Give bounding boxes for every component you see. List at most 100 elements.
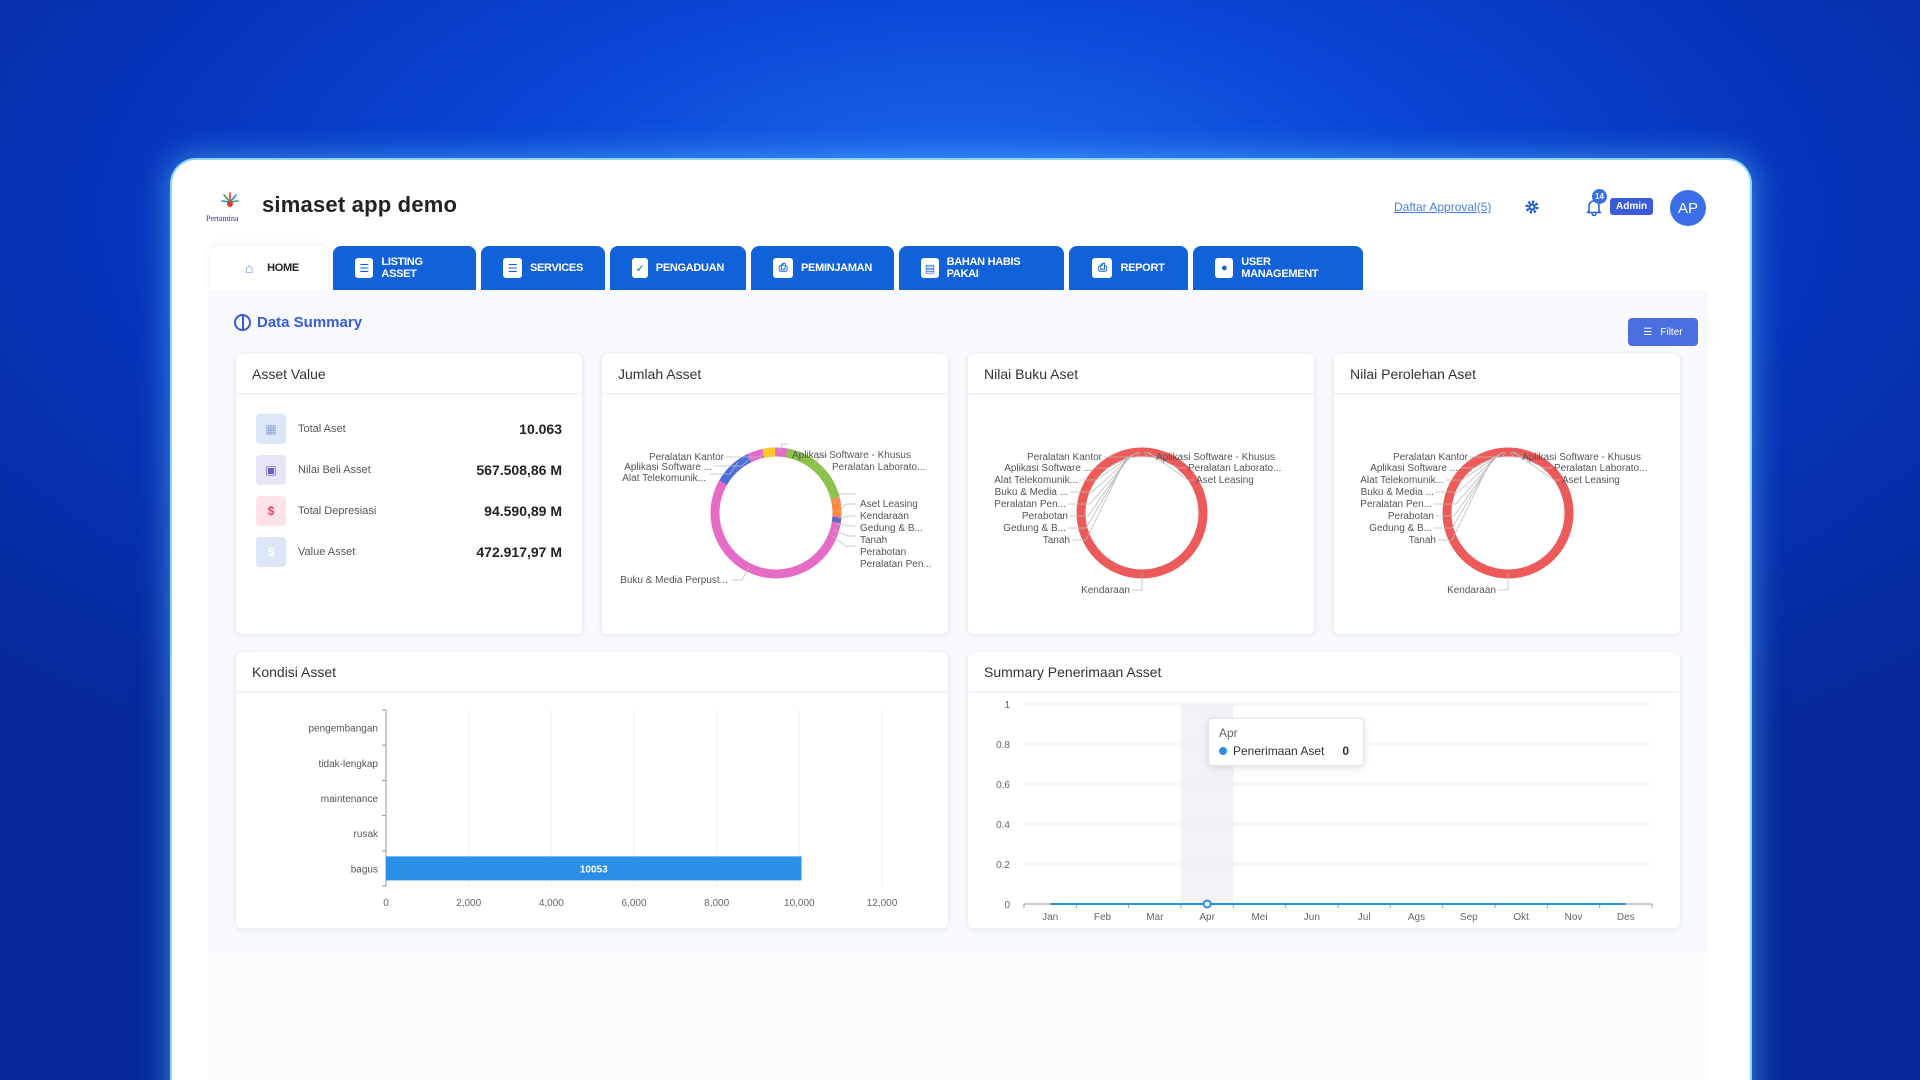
x-tick-label: Nov <box>1565 912 1583 923</box>
x-tick-label: 6,000 <box>621 898 646 909</box>
donut-label: Peralatan Laborato... <box>832 462 925 473</box>
donut-slice-leasing[interactable] <box>702 439 850 587</box>
filter-button[interactable]: ☰ Filter <box>1628 318 1698 346</box>
x-tick-label: Des <box>1617 912 1635 923</box>
boxes-icon: ▦ <box>256 414 286 444</box>
x-tick-label: 4,000 <box>539 898 564 909</box>
y-tick-label: 0 <box>1004 900 1010 911</box>
gear-icon <box>1525 200 1539 214</box>
donut-label: Gedung & B... <box>1369 523 1432 534</box>
user-avatar[interactable]: AP <box>1670 190 1706 226</box>
donut-slice-software-khusus[interactable] <box>705 442 846 583</box>
donut-label: Aplikasi Software - Khusus <box>1522 452 1641 463</box>
y-tick-label: maintenance <box>321 794 379 805</box>
tab-listing-asset[interactable]: ☰ LISTING ASSET <box>333 246 476 290</box>
donut-label: Alat Telekomunik... <box>994 475 1078 486</box>
donut-label: Aplikasi Software ... <box>1370 463 1458 474</box>
donut-label: Tanah <box>1043 535 1070 546</box>
x-tick-label: Jan <box>1042 912 1058 923</box>
donut-labels: Peralatan Kantor Aplikasi Software ... A… <box>620 450 932 586</box>
clipboard-icon: ✓ <box>632 258 648 278</box>
donut-label: Aplikasi Software ... <box>624 462 712 473</box>
tab-report[interactable]: ⎙ REPORT <box>1069 246 1188 290</box>
dollar-icon: $ <box>256 496 286 526</box>
dashboard-content: Data Summary ☰ Filter Asset Value ▦ Tota… <box>208 290 1708 950</box>
donut-label: Aplikasi Software - Khusus <box>1156 452 1275 463</box>
tab-bahan-habis-pakai[interactable]: ▤ BAHAN HABIS PAKAI <box>899 246 1064 290</box>
card-title: Jumlah Asset <box>602 354 948 394</box>
donut-label: Buku & Media ... <box>1361 487 1434 498</box>
donut-label: Aset Leasing <box>1562 475 1620 486</box>
nilai-perolehan-donut: Peralatan Kantor Aplikasi Software ... A… <box>1360 447 1647 596</box>
donut-label: Aset Leasing <box>1196 475 1254 486</box>
y-tick-label: bagus <box>351 864 378 875</box>
y-tick-label: pengembangan <box>308 724 378 735</box>
y-tick-label: 0.2 <box>996 860 1010 871</box>
card-title: Kondisi Asset <box>236 652 948 692</box>
donut-labels: Peralatan Kantor Aplikasi Software ... A… <box>994 452 1281 596</box>
tab-peminjaman[interactable]: ⎙ PEMINJAMAN <box>751 246 894 290</box>
kondisi-asset-card: Kondisi Asset 0 2,000 4,000 6,000 8,000 10,00… <box>236 652 948 928</box>
kondisi-bar-chart: 0 2,000 4,000 6,000 8,000 10,000 12,000 pengemb… <box>308 709 898 909</box>
donut-labels: Peralatan Kantor Aplikasi Software ... A… <box>1360 452 1647 596</box>
list-icon: ☰ <box>503 258 522 278</box>
y-tick-label: 0.8 <box>996 740 1010 751</box>
logo-sun-icon <box>221 192 239 207</box>
donut-label: Perabotan <box>1388 511 1434 522</box>
bar[interactable] <box>386 856 802 881</box>
donut-label: Peralatan Pen... <box>994 499 1066 510</box>
card-title: Summary Penerimaan Asset <box>968 652 1680 692</box>
tab-user-management[interactable]: ● USER MANAGEMENT <box>1193 246 1363 290</box>
donut-label: Peralatan Kantor <box>649 452 725 463</box>
dollar-icon: $ <box>256 537 286 567</box>
tab-services[interactable]: ☰ SERVICES <box>481 246 605 290</box>
donut-label: Gedung & B... <box>1003 523 1066 534</box>
donut-label: Kendaraan <box>1081 585 1130 596</box>
x-tick-label: Jul <box>1358 912 1371 923</box>
users-icon: ● <box>1215 258 1234 278</box>
app-window: Pertamina simaset app demo Daftar Approv… <box>172 160 1750 1080</box>
tab-home[interactable]: ⌂ HOME <box>210 246 328 290</box>
y-tick-label: 0.4 <box>996 820 1010 831</box>
asset-value-row: $ Value Asset 472.917,97 M <box>256 537 562 567</box>
card-title: Nilai Perolehan Aset <box>1334 354 1680 394</box>
money-icon: ▣ <box>256 455 286 485</box>
x-tick-label: Jun <box>1304 912 1320 923</box>
app-title: simaset app demo <box>262 192 458 217</box>
pertamina-logo: Pertamina <box>206 192 252 226</box>
y-tick-label: tidak-lengkap <box>319 759 379 770</box>
donut-label: Peralatan Kantor <box>1027 452 1103 463</box>
donut-label: Aset Leasing <box>860 499 918 510</box>
nilai-perolehan-card: Nilai Perolehan Aset <box>1334 354 1680 634</box>
donut-label: Peralatan Laborato... <box>1554 463 1647 474</box>
donut-label: Alat Telekomunik... <box>1360 475 1444 486</box>
list-icon: ☰ <box>355 258 374 278</box>
donut-label: Aplikasi Software - Khusus <box>792 450 911 461</box>
donut-label: Tanah <box>860 535 887 546</box>
printer-icon: ⎙ <box>773 258 794 278</box>
donut-label: Alat Telekomunik... <box>622 473 706 484</box>
x-tick-label: 2,000 <box>456 898 481 909</box>
donut-label: Perabotan <box>1022 511 1068 522</box>
lower-content <box>208 950 1708 1080</box>
tab-pengaduan[interactable]: ✓ PENGADUAN <box>610 246 746 290</box>
nilai-buku-card: Nilai Buku Aset <box>968 354 1314 634</box>
x-tick-label: Apr <box>1199 912 1215 923</box>
data-point[interactable] <box>1202 899 1212 909</box>
x-tick-label: Okt <box>1513 912 1529 923</box>
x-tick-label: Sep <box>1460 912 1478 923</box>
donut-label: Peralatan Pen... <box>1360 499 1432 510</box>
donut-slice-kantor[interactable] <box>704 441 849 586</box>
settings-button[interactable] <box>1517 192 1547 222</box>
role-badge: Admin <box>1610 198 1654 215</box>
approval-link[interactable]: Daftar Approval(5) <box>1394 200 1492 214</box>
series-dot <box>1219 747 1227 755</box>
donut-label: Perabotan <box>860 547 906 558</box>
filter-icon: ☰ <box>1643 326 1653 338</box>
donut-label: Peralatan Pen... <box>860 559 932 570</box>
donut-label: Buku & Media Perpust... <box>620 575 728 586</box>
donut-label: Kendaraan <box>1447 585 1496 596</box>
x-tick-label: 8,000 <box>704 898 729 909</box>
x-tick-label: 12,000 <box>867 898 898 909</box>
asset-value-card: Asset Value ▦ Total Aset 10.063 ▣ Nilai … <box>236 354 582 634</box>
